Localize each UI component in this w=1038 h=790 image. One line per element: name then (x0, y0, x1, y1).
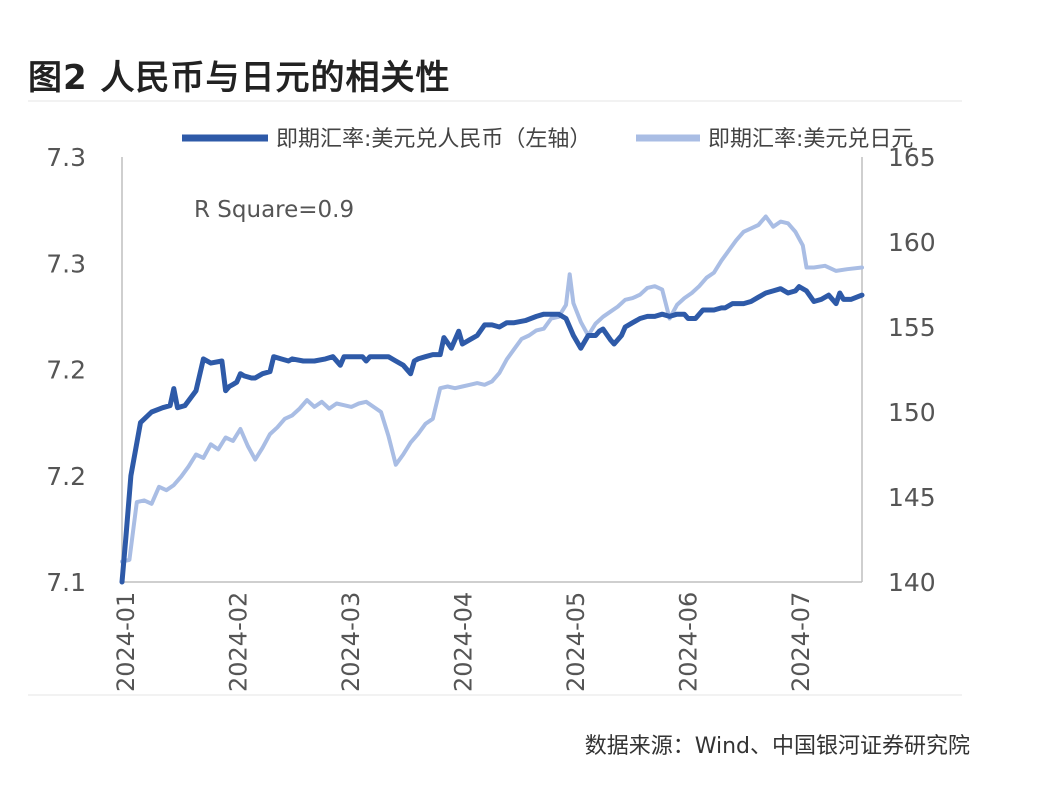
y-right-tick-label: 155 (888, 313, 936, 342)
y-right-tick-label: 150 (888, 398, 936, 427)
x-tick-label: 2024-01 (112, 592, 140, 692)
x-tick-label: 2024-03 (337, 592, 365, 692)
legend-label-jpy: 即期汇率:美元兑日元 (708, 127, 913, 152)
x-tick-label: 2024-02 (225, 592, 253, 692)
panel-bottom-rule (28, 694, 962, 696)
x-tick-label: 2024-05 (562, 592, 590, 692)
y-right-tick-label: 140 (888, 568, 936, 597)
x-tick-label: 2024-06 (675, 592, 703, 692)
y-right-tick-label: 165 (888, 143, 936, 172)
panel-top-rule (28, 100, 962, 102)
y-left-tick-label: 7.2 (46, 462, 86, 491)
legend-label-cny: 即期汇率:美元兑人民币（左轴） (276, 127, 591, 152)
source-note: 数据来源：Wind、中国银河证券研究院 (584, 734, 970, 759)
y-right-tick-label: 145 (888, 483, 936, 512)
y-right-tick-label: 160 (888, 228, 936, 257)
y-left-tick-label: 7.3 (46, 143, 86, 172)
series-line-jpy (120, 214, 864, 564)
chart-title: 图2 人民币与日元的相关性 (28, 58, 451, 98)
y-left-tick-label: 7.1 (46, 568, 86, 597)
r-square-annotation: R Square=0.9 (194, 197, 354, 223)
y-left-tick-label: 7.3 (46, 249, 86, 278)
x-tick-label: 2024-04 (450, 592, 478, 692)
series-line-cny (119, 284, 865, 585)
y-left-tick-label: 7.2 (46, 356, 86, 385)
x-tick-label: 2024-07 (787, 592, 815, 692)
